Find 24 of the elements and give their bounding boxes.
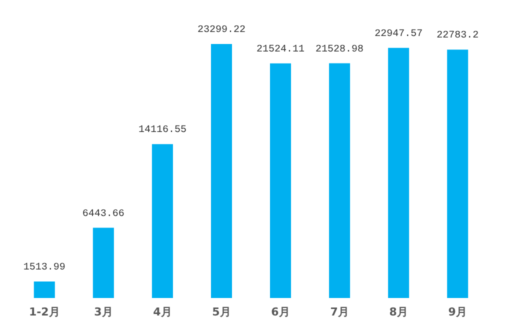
data-label: 21528.98 — [316, 44, 364, 56]
bar — [34, 281, 55, 298]
bar — [447, 50, 468, 298]
data-label: 1513.99 — [23, 262, 66, 274]
data-label: 23299.22 — [197, 25, 246, 36]
data-label: 21524.11 — [256, 44, 305, 56]
bar — [92, 228, 114, 298]
data-label: 22783.2 — [436, 30, 479, 42]
bar — [270, 63, 292, 298]
bar — [210, 44, 232, 298]
bar — [388, 48, 410, 298]
bar — [152, 144, 173, 298]
x-tick-label: 1-2月 — [28, 306, 60, 318]
x-tick-label: 9月 — [448, 306, 467, 318]
x-tick-label: 6月 — [271, 306, 290, 318]
data-label: 6443.66 — [82, 208, 124, 220]
data-label: 22947.57 — [374, 28, 423, 40]
data-label: 14116.55 — [138, 125, 186, 136]
x-tick-label: 8月 — [389, 306, 408, 318]
x-tick-label: 5月 — [212, 306, 231, 318]
bar — [329, 63, 350, 298]
x-tick-label: 7月 — [330, 306, 349, 318]
x-tick-label: 3月 — [94, 306, 113, 318]
x-tick-label: 4月 — [153, 306, 172, 318]
